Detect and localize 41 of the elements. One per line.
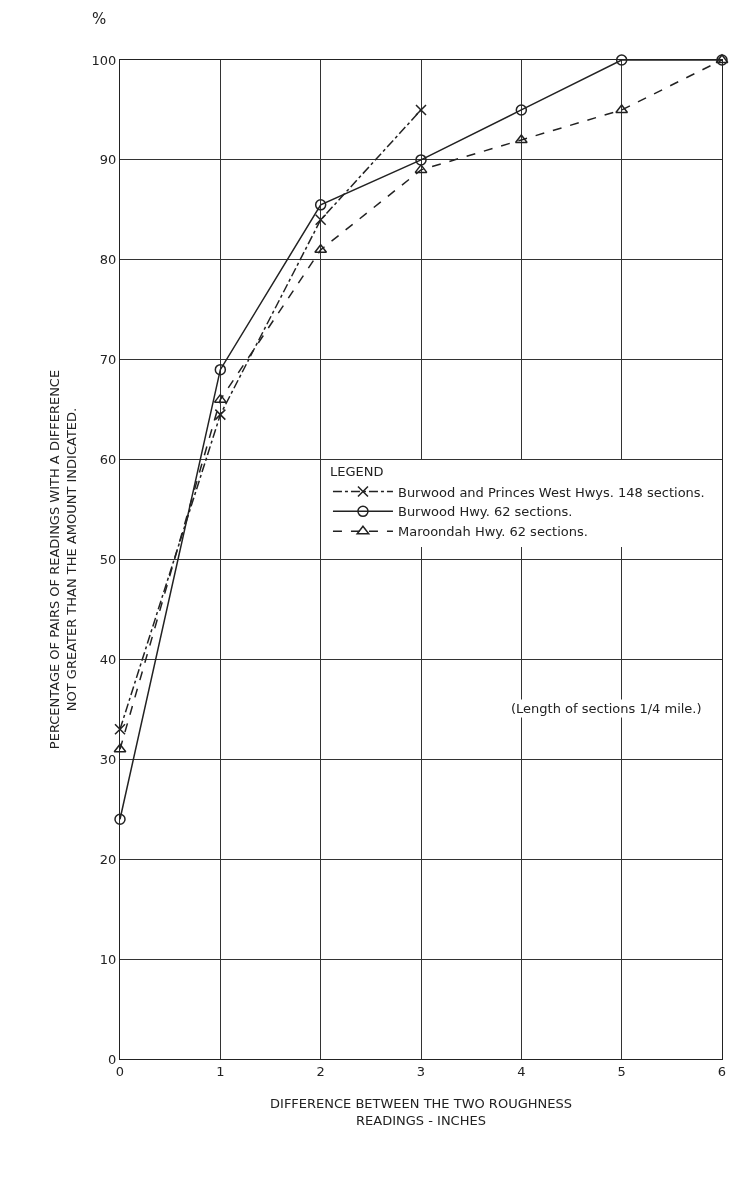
y-tick-label: 50 bbox=[99, 552, 117, 568]
y-tick-label: 20 bbox=[99, 851, 117, 867]
y-tick-label: 80 bbox=[99, 252, 117, 268]
point bbox=[214, 408, 227, 421]
y-tick-label: 70 bbox=[99, 352, 117, 368]
y-tick-label: 100 bbox=[91, 52, 117, 68]
legend-label: Burwood Hwy. 62 sections. bbox=[397, 504, 573, 520]
point bbox=[415, 154, 427, 166]
point bbox=[314, 214, 327, 226]
y-tick-label: 90 bbox=[99, 152, 117, 168]
x-tick-label: 6 bbox=[717, 1063, 727, 1079]
point bbox=[515, 104, 528, 116]
y-tick-label: 10 bbox=[99, 951, 117, 967]
point bbox=[514, 134, 528, 144]
point bbox=[615, 104, 629, 114]
point bbox=[114, 723, 126, 736]
y-tick-label: 0 bbox=[108, 1051, 117, 1067]
annotation: (Length of sections 1/4 mile.) bbox=[511, 701, 702, 716]
x-tick-label: 2 bbox=[316, 1063, 325, 1079]
y-axis-title: PERCENTAGE OF PAIRS OF READINGS WITH A DIFFERENCE NOT GREATER THAN THE AMOUNT INDICATED. bbox=[46, 369, 79, 750]
x-tick-label: 5 bbox=[617, 1063, 626, 1079]
y-tick-label: 60 bbox=[99, 452, 117, 468]
x-tick-label: 3 bbox=[416, 1063, 426, 1079]
x-tick-label: 4 bbox=[517, 1063, 526, 1079]
point bbox=[615, 54, 628, 66]
legend-label: Maroondah Hwy. 62 sections. bbox=[397, 524, 588, 540]
point bbox=[415, 104, 427, 116]
y-tick-label: 30 bbox=[99, 751, 117, 767]
point bbox=[414, 164, 428, 174]
point bbox=[213, 393, 227, 403]
x-axis-title: DIFFERENCE BETWEEN THE TWO ROUGHNESS READINGS - INCHES bbox=[270, 1096, 572, 1128]
point bbox=[314, 244, 328, 254]
x-tick-label: 1 bbox=[216, 1063, 225, 1079]
legend-label: Burwood and Princes West Hwys. 148 sections. bbox=[397, 484, 705, 500]
text: % bbox=[92, 10, 107, 28]
point bbox=[113, 743, 127, 753]
y-tick-label: 40 bbox=[99, 651, 117, 667]
point bbox=[214, 363, 227, 376]
point bbox=[114, 813, 126, 825]
point bbox=[314, 199, 327, 211]
legend-title: LEGEND bbox=[329, 464, 384, 480]
